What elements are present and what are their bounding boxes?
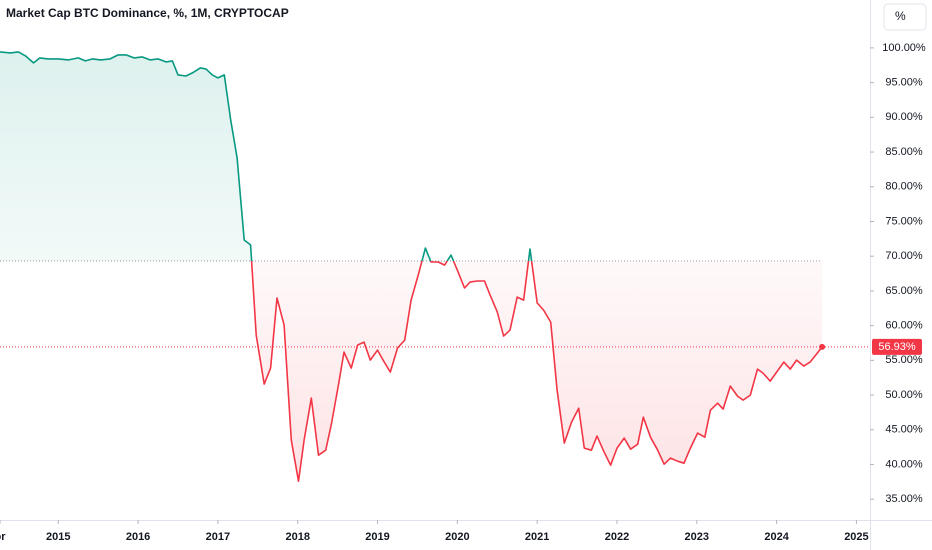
- y-tick-label: 45.00%: [885, 424, 923, 436]
- y-tick-label: 55.00%: [885, 354, 923, 366]
- scale-button[interactable]: [883, 3, 927, 31]
- y-tick-label: 40.00%: [885, 458, 923, 470]
- x-tick-label: 2022: [605, 531, 629, 543]
- x-tick-label: 2024: [764, 531, 789, 543]
- y-tick-label: 50.00%: [885, 389, 923, 401]
- scale-label[interactable]: %: [895, 9, 906, 23]
- x-tick-label: 2023: [685, 531, 709, 543]
- y-tick-label: 65.00%: [885, 285, 923, 297]
- y-tick-label: 95.00%: [885, 77, 923, 89]
- last-value-box: [872, 338, 922, 355]
- x-tick-label: 2020: [445, 531, 469, 543]
- y-tick-label: 85.00%: [885, 146, 923, 158]
- y-tick-label: 100.00%: [882, 42, 926, 54]
- y-tick-label: 90.00%: [885, 111, 923, 123]
- y-tick-label: 35.00%: [885, 493, 923, 505]
- last-point: [819, 343, 826, 350]
- x-tick-label: or: [0, 531, 6, 543]
- x-tick-label: 2017: [206, 531, 230, 543]
- x-tick-label: 2015: [46, 531, 70, 543]
- area: [0, 51, 823, 482]
- chart-title: Market Cap BTC Dominance, %, 1M, CRYPTOC…: [6, 6, 289, 20]
- last-value-label: 56.93%: [878, 341, 916, 353]
- x-tick-label: 2016: [126, 531, 150, 543]
- series-line: [0, 51, 823, 482]
- x-tick-label: 2019: [365, 531, 389, 543]
- y-tick-label: 60.00%: [885, 320, 923, 332]
- y-tick-label: 70.00%: [885, 250, 923, 262]
- y-tick-label: 75.00%: [885, 215, 923, 227]
- x-tick-label: 2021: [525, 531, 549, 543]
- y-tick-label: 80.00%: [885, 181, 923, 193]
- x-tick-label: 2018: [285, 531, 309, 543]
- x-tick-label: 2025: [844, 531, 868, 543]
